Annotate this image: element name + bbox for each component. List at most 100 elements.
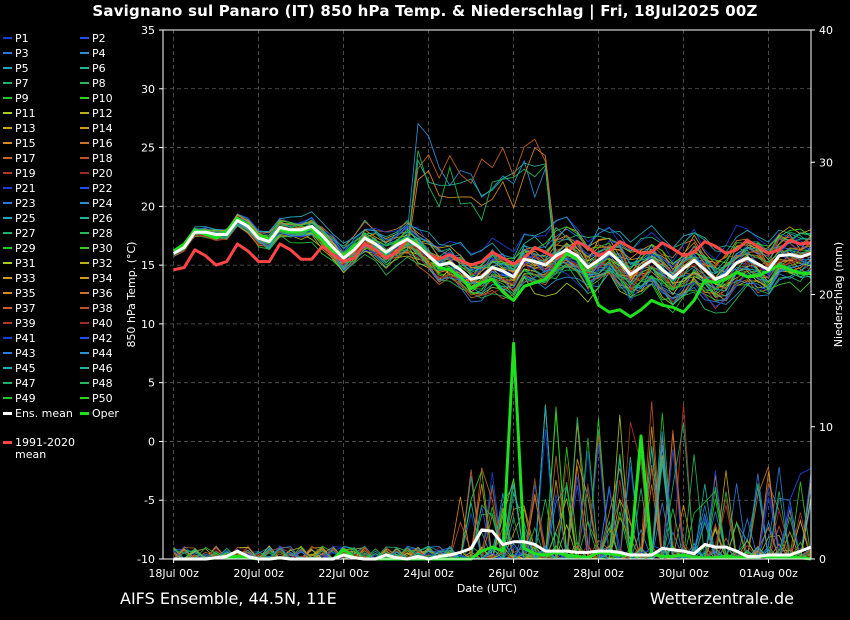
legend-item-p49: P49 [3,393,36,405]
legend-swatch [3,292,12,294]
x-tick-label: 28Jul 00z [573,567,624,580]
legend-label: P21 [15,182,36,195]
x-tick-label: 26Jul 00z [488,567,539,580]
member-precip-line-38 [173,401,812,560]
legend-swatch [3,82,12,84]
legend-swatch [3,232,12,234]
legend-item-oper: Oper [80,408,119,420]
member-precip-line-43 [173,431,811,560]
legend-label: P13 [15,122,36,135]
legend-item-p48: P48 [80,378,113,390]
member-precip-line-17 [173,429,811,560]
member-temp-line-21 [173,213,812,263]
legend-item-p17: P17 [3,153,36,165]
member-precip-line-6 [173,431,811,560]
legend-item-p22: P22 [80,183,113,195]
legend-swatch [80,397,89,399]
legend-swatch [3,367,12,369]
legend-item-p24: P24 [80,198,113,210]
legend-swatch [80,292,89,294]
legend-item-p45: P45 [3,363,36,375]
source-label[interactable]: Wetterzentrale.de [649,589,794,608]
legend-swatch [80,352,89,354]
legend-item-p4: P4 [80,48,106,60]
legend-swatch [80,82,89,84]
x-tick-label: 20Jul 00z [233,567,284,580]
legend-item-p21: P21 [3,183,36,195]
legend-label: P11 [15,107,36,120]
chart-title: Savignano sul Panaro (IT) 850 hPa Temp. … [92,2,758,20]
member-precip-line-21 [173,429,812,560]
member-precip-line-18 [173,434,812,560]
legend-item-p2: P2 [80,33,106,45]
member-temp-line-48 [173,150,812,296]
legend-label: P26 [92,212,113,225]
x-tick-label: 30Jul 00z [658,567,709,580]
legend-swatch [80,411,89,415]
legend-swatch [3,67,12,69]
legend-item-p43: P43 [3,348,36,360]
legend-label: P30 [92,242,113,255]
legend-label: P5 [15,62,29,75]
legend-item-p19: P19 [3,168,36,180]
legend-label: P46 [92,362,113,375]
legend-item-p14: P14 [80,123,113,135]
legend-label: P15 [15,137,36,150]
legend-swatch [3,307,12,309]
legend-item-p8: P8 [80,78,106,90]
legend-swatch [3,382,12,384]
legend-label: P41 [15,332,36,345]
y-tick-left: 25 [141,142,155,155]
legend-label: P17 [15,152,36,165]
legend-swatch [3,172,12,174]
ens-mean-precip-line [173,528,812,561]
ens-mean-temp-line [172,218,812,281]
legend-label: P23 [15,197,36,210]
legend-swatch [3,397,12,399]
x-tick-label: 01Aug 00z [739,567,798,580]
legend-item-p47: P47 [3,378,36,390]
legend-swatch [3,97,12,99]
legend-swatch [3,142,12,144]
legend-label: P22 [92,182,113,195]
legend-item-ens-mean: Ens. mean [3,408,73,420]
member-precip-line-12 [173,404,812,560]
legend-item-p32: P32 [80,258,113,270]
y-axis-label-left: 850 hPa Temp. (°C) [125,242,138,348]
legend-label: P12 [92,107,113,120]
legend-item-climate-mean: 1991-2020 [3,437,75,449]
legend-item-p46: P46 [80,363,113,375]
legend-item-p15: P15 [3,138,36,150]
legend-label: P8 [92,77,106,90]
legend-item-p6: P6 [80,63,106,75]
legend-swatch [3,52,12,54]
legend-label: P37 [15,302,36,315]
legend-swatch [80,217,89,219]
legend-label: P7 [15,77,29,90]
legend-swatch [80,367,89,369]
legend-swatch [80,187,89,189]
legend-swatch [3,337,12,339]
legend-item-p3: P3 [3,48,29,60]
legend-label: P47 [15,377,36,390]
legend-label: P33 [15,272,36,285]
legend-item-p39: P39 [3,318,36,330]
legend-label: P38 [92,302,113,315]
legend-label: P19 [15,167,36,180]
legend-item-p7: P7 [3,78,29,90]
legend-swatch [3,202,12,204]
y-tick-right: 20 [819,289,833,302]
legend-swatch [3,440,12,444]
legend-swatch [80,337,89,339]
legend-item-p41: P41 [3,333,36,345]
y-tick-left: 20 [141,200,155,213]
legend-item-p44: P44 [80,348,113,360]
y-tick-right: 0 [819,553,826,566]
legend-swatch [80,112,89,114]
legend-swatch [80,382,89,384]
member-precip-line-16 [173,433,812,560]
legend-label: P6 [92,62,106,75]
member-precip-line-3 [173,437,812,560]
legend-swatch [80,142,89,144]
